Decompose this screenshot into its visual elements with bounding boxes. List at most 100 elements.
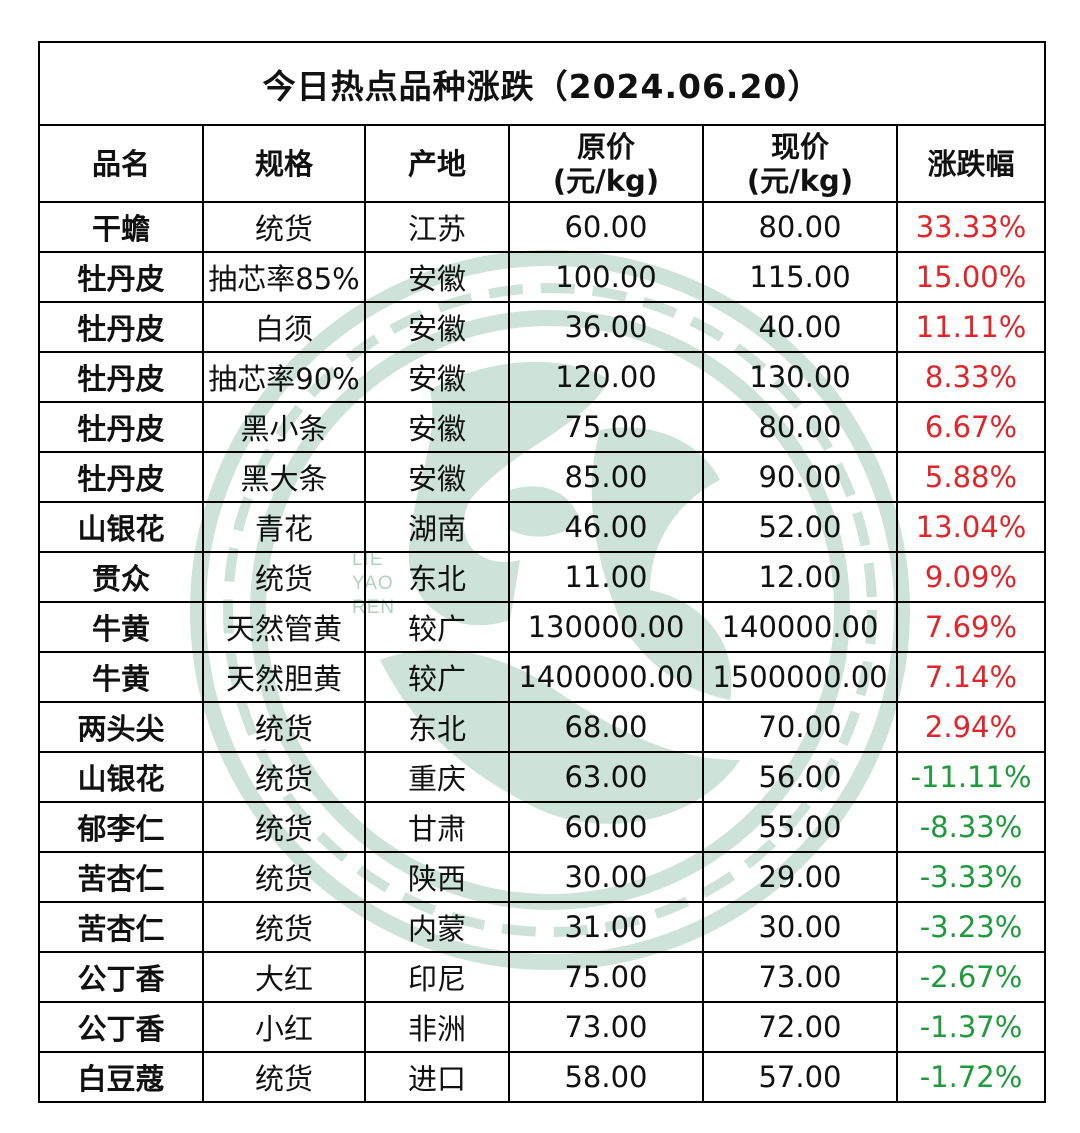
- cell-name: 牡丹皮: [40, 352, 204, 403]
- cell-origin: 安徽: [365, 252, 510, 303]
- cell-spec: 白须: [203, 302, 366, 353]
- cell-name: 白豆蔻: [40, 1052, 204, 1101]
- table-row: 白豆蔻 统货 进口 58.00 57.00 -1.72%: [40, 1052, 1044, 1101]
- table-row: 公丁香 小红 非洲 73.00 72.00 -1.37%: [40, 1002, 1044, 1053]
- cell-new-price: 56.00: [703, 752, 898, 803]
- cell-old-price: 36.00: [509, 302, 704, 353]
- cell-old-price: 1400000.00: [509, 652, 704, 703]
- cell-origin: 重庆: [365, 752, 510, 803]
- cell-spec: 统货: [203, 752, 366, 803]
- cell-name: 牛黄: [40, 652, 204, 703]
- cell-change: 2.94%: [897, 702, 1044, 753]
- table-title: 今日热点品种涨跌（2024.06.20）: [40, 43, 1044, 126]
- cell-new-price: 80.00: [703, 402, 898, 453]
- cell-name: 牛黄: [40, 602, 204, 653]
- cell-name: 山银花: [40, 752, 204, 803]
- cell-change: -2.67%: [897, 952, 1044, 1003]
- table-row: 山银花 青花 湖南 46.00 52.00 13.04%: [40, 502, 1044, 553]
- cell-origin: 安徽: [365, 402, 510, 453]
- cell-name: 苦杏仁: [40, 852, 204, 903]
- cell-spec: 统货: [203, 1052, 366, 1101]
- cell-old-price: 75.00: [509, 402, 704, 453]
- cell-origin: 非洲: [365, 1002, 510, 1053]
- cell-old-price: 120.00: [509, 352, 704, 403]
- cell-name: 公丁香: [40, 1002, 204, 1053]
- cell-new-price: 40.00: [703, 302, 898, 353]
- table-row: 牡丹皮 抽芯率85% 安徽 100.00 115.00 15.00%: [40, 252, 1044, 303]
- table-row: 贯众 统货 东北 11.00 12.00 9.09%: [40, 552, 1044, 603]
- cell-change: 8.33%: [897, 352, 1044, 403]
- cell-change: 9.09%: [897, 552, 1044, 603]
- cell-origin: 东北: [365, 552, 510, 603]
- cell-change: -8.33%: [897, 802, 1044, 853]
- cell-name: 公丁香: [40, 952, 204, 1003]
- cell-origin: 江苏: [365, 202, 510, 253]
- cell-old-price: 68.00: [509, 702, 704, 753]
- cell-new-price: 73.00: [703, 952, 898, 1003]
- table-row: 牛黄 天然胆黄 较广 1400000.00 1500000.00 7.14%: [40, 652, 1044, 703]
- cell-name: 干蟾: [40, 202, 204, 253]
- cell-origin: 湖南: [365, 502, 510, 553]
- price-change-table-container: 今日热点品种涨跌（2024.06.20） 品名 规格 产地 原价 (元/kg) …: [38, 41, 1046, 1103]
- cell-new-price: 130.00: [703, 352, 898, 403]
- cell-name: 山银花: [40, 502, 204, 553]
- cell-new-price: 90.00: [703, 452, 898, 503]
- cell-new-price: 1500000.00: [703, 652, 898, 703]
- cell-name: 郁李仁: [40, 802, 204, 853]
- cell-origin: 东北: [365, 702, 510, 753]
- cell-name: 贯众: [40, 552, 204, 603]
- cell-name: 两头尖: [40, 702, 204, 753]
- cell-spec: 抽芯率85%: [203, 252, 366, 303]
- cell-new-price: 140000.00: [703, 602, 898, 653]
- cell-change: 6.67%: [897, 402, 1044, 453]
- header-origin: 产地: [365, 126, 510, 203]
- cell-new-price: 52.00: [703, 502, 898, 553]
- cell-spec: 统货: [203, 202, 366, 253]
- cell-origin: 安徽: [365, 302, 510, 353]
- table-row: 牛黄 天然管黄 较广 130000.00 140000.00 7.69%: [40, 602, 1044, 653]
- cell-old-price: 73.00: [509, 1002, 704, 1053]
- cell-old-price: 100.00: [509, 252, 704, 303]
- cell-change: -3.23%: [897, 902, 1044, 953]
- cell-spec: 统货: [203, 852, 366, 903]
- cell-change: 11.11%: [897, 302, 1044, 353]
- cell-old-price: 46.00: [509, 502, 704, 553]
- cell-name: 牡丹皮: [40, 252, 204, 303]
- cell-spec: 统货: [203, 802, 366, 853]
- cell-origin: 安徽: [365, 352, 510, 403]
- cell-spec: 统货: [203, 552, 366, 603]
- cell-name: 苦杏仁: [40, 902, 204, 953]
- cell-change: 33.33%: [897, 202, 1044, 253]
- cell-old-price: 31.00: [509, 902, 704, 953]
- cell-old-price: 11.00: [509, 552, 704, 603]
- table-row: 苦杏仁 统货 内蒙 31.00 30.00 -3.23%: [40, 902, 1044, 953]
- cell-change: 5.88%: [897, 452, 1044, 503]
- cell-origin: 陕西: [365, 852, 510, 903]
- cell-origin: 甘肃: [365, 802, 510, 853]
- cell-change: -3.33%: [897, 852, 1044, 903]
- table-row: 郁李仁 统货 甘肃 60.00 55.00 -8.33%: [40, 802, 1044, 853]
- table-row: 牡丹皮 黑小条 安徽 75.00 80.00 6.67%: [40, 402, 1044, 453]
- table-row: 干蟾 统货 江苏 60.00 80.00 33.33%: [40, 202, 1044, 253]
- header-old-price: 原价 (元/kg): [509, 126, 704, 203]
- table-row: 牡丹皮 白须 安徽 36.00 40.00 11.11%: [40, 302, 1044, 353]
- cell-spec: 抽芯率90%: [203, 352, 366, 403]
- cell-new-price: 12.00: [703, 552, 898, 603]
- cell-name: 牡丹皮: [40, 302, 204, 353]
- cell-spec: 小红: [203, 1002, 366, 1053]
- cell-origin: 内蒙: [365, 902, 510, 953]
- cell-origin: 印尼: [365, 952, 510, 1003]
- table-row: 牡丹皮 黑大条 安徽 85.00 90.00 5.88%: [40, 452, 1044, 503]
- cell-spec: 黑大条: [203, 452, 366, 503]
- cell-old-price: 75.00: [509, 952, 704, 1003]
- cell-new-price: 29.00: [703, 852, 898, 903]
- table-row: 公丁香 大红 印尼 75.00 73.00 -2.67%: [40, 952, 1044, 1003]
- cell-origin: 较广: [365, 602, 510, 653]
- cell-old-price: 30.00: [509, 852, 704, 903]
- cell-change: 7.69%: [897, 602, 1044, 653]
- cell-spec: 天然胆黄: [203, 652, 366, 703]
- cell-old-price: 60.00: [509, 802, 704, 853]
- cell-old-price: 130000.00: [509, 602, 704, 653]
- cell-origin: 安徽: [365, 452, 510, 503]
- cell-new-price: 72.00: [703, 1002, 898, 1053]
